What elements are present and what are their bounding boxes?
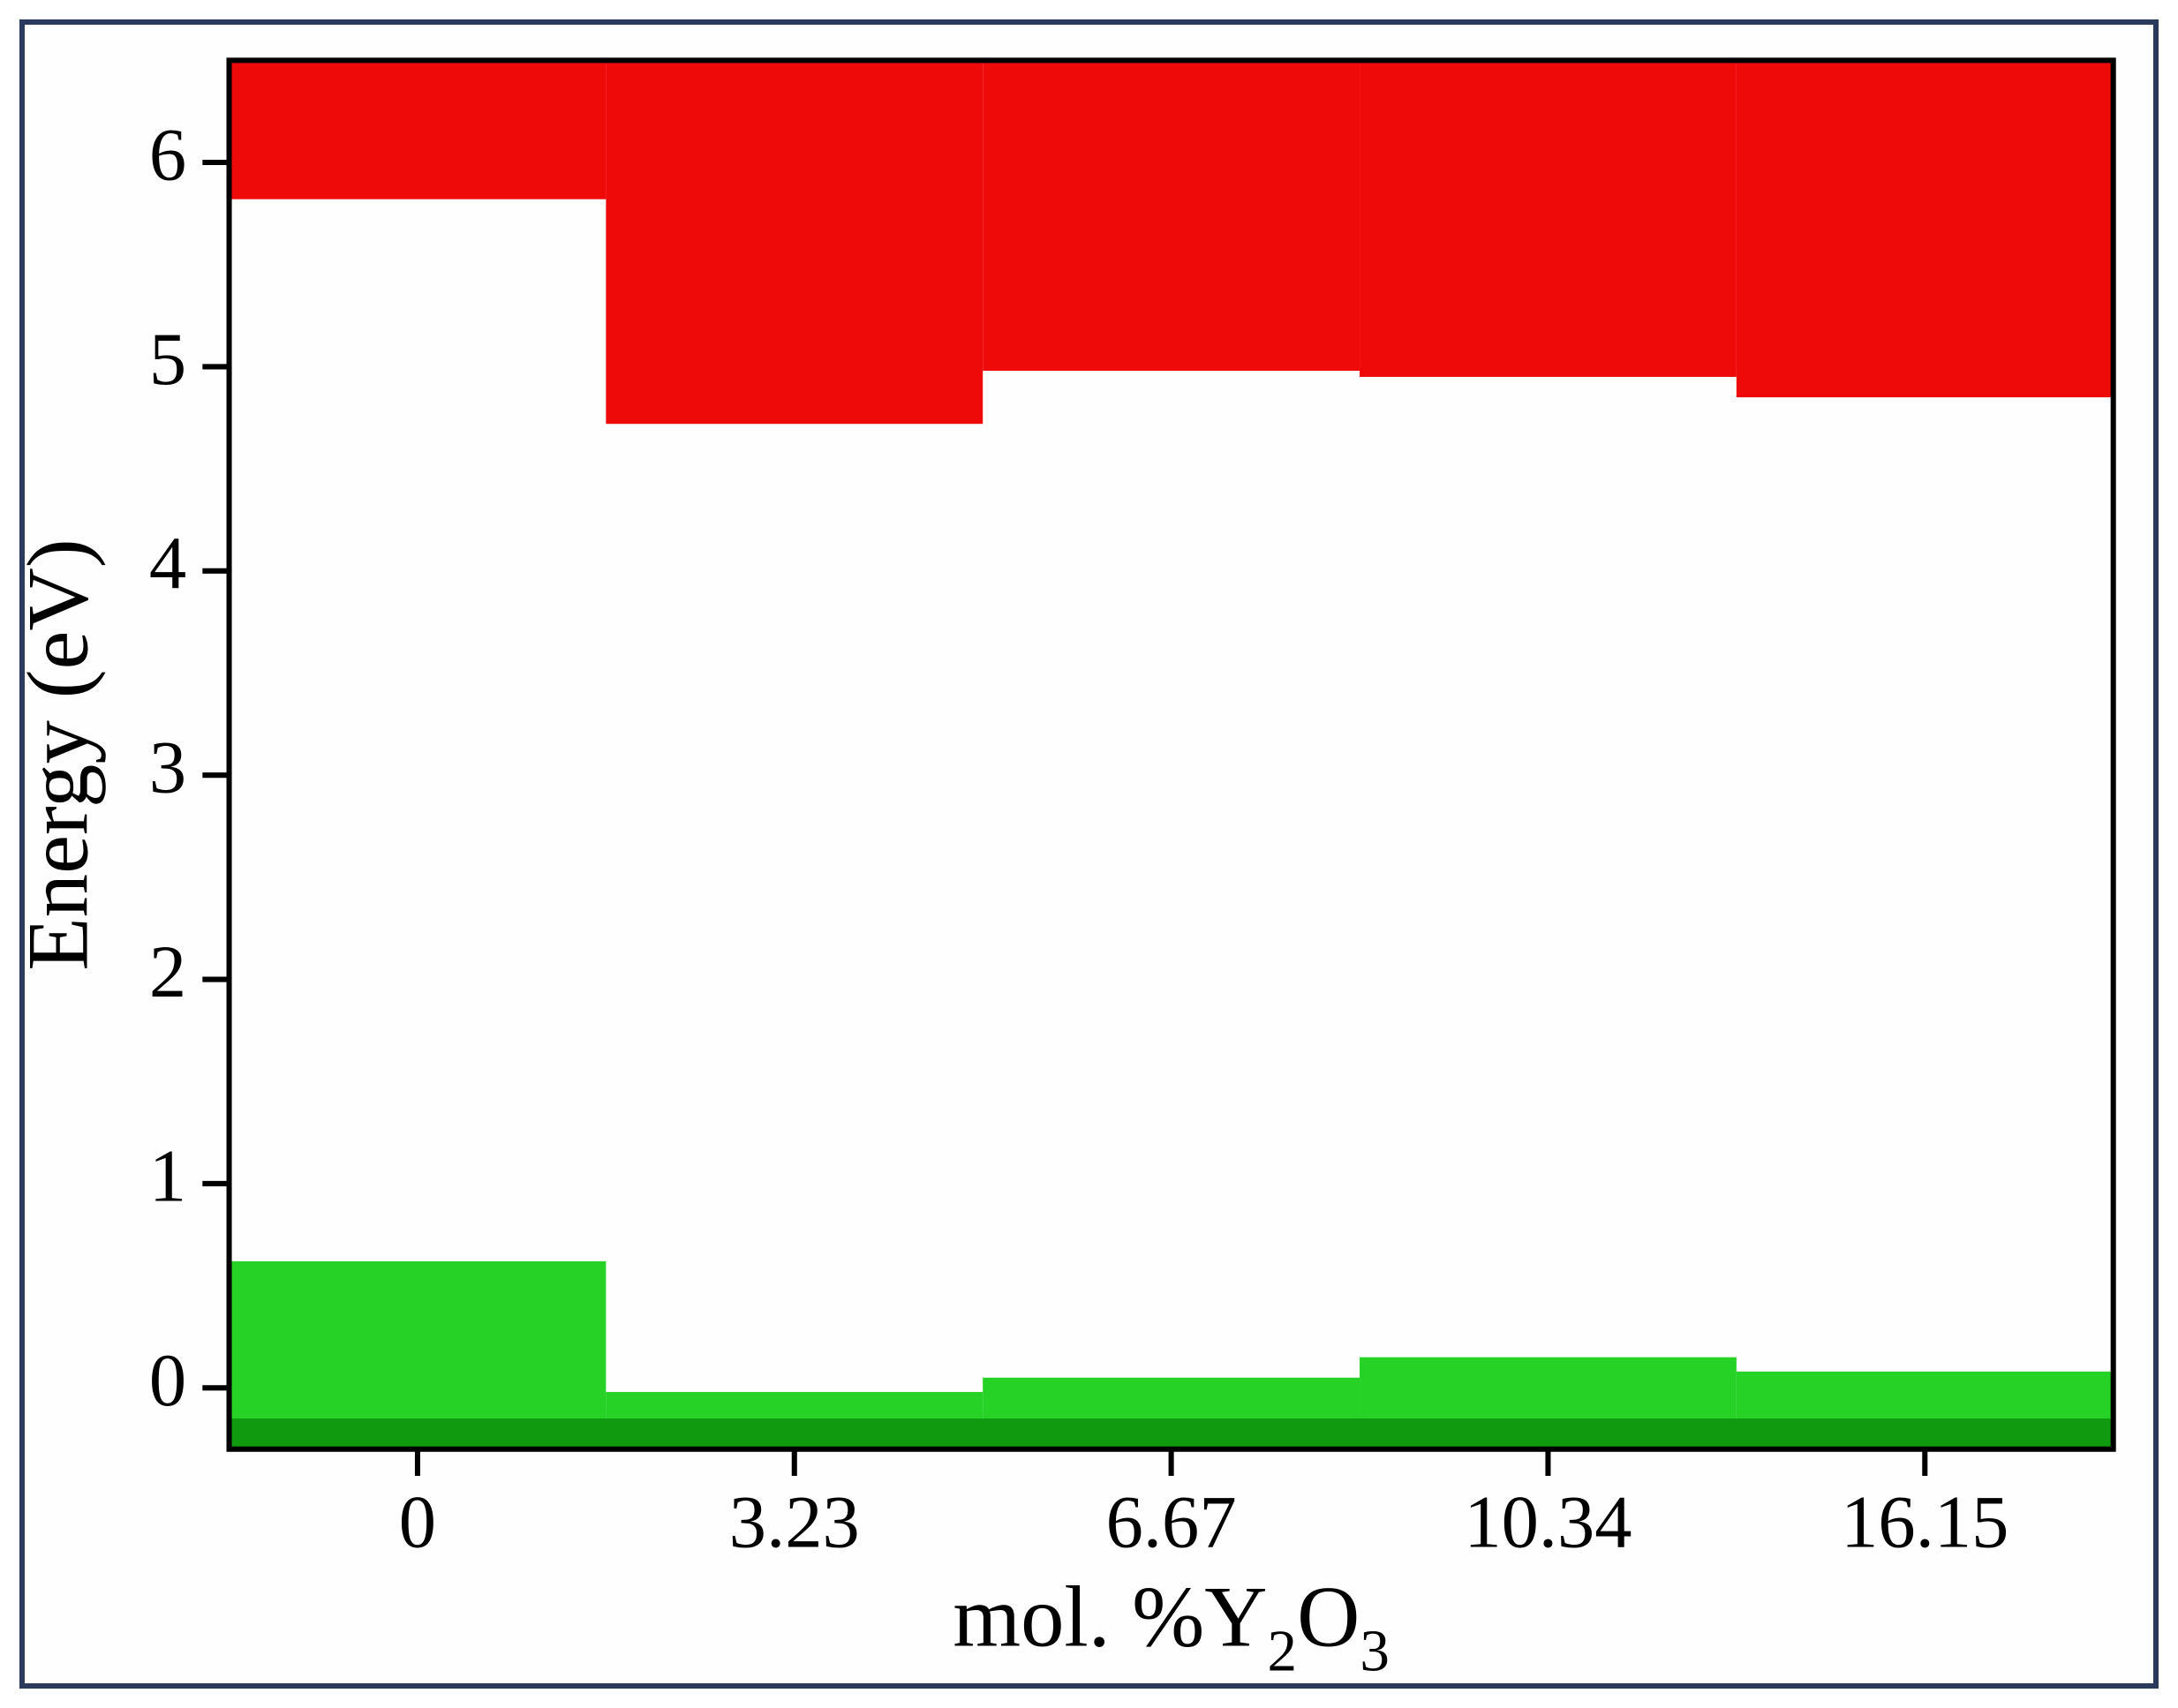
y-axis-label: Energy (eV): [25, 538, 106, 970]
xtick-label: 10.34: [1464, 1481, 1632, 1563]
xtick-label: 3.23: [729, 1481, 860, 1563]
ytick-label: 1: [149, 1135, 186, 1217]
ytick-label: 4: [149, 523, 186, 605]
chart-frame: 0 1 2 3 4 5 6 0 3.23 6.67 10.34 16.15 Energy (eV) mol…: [19, 19, 2159, 1689]
ytick-label: 2: [149, 931, 186, 1013]
x-axis-label: mol. %Y2O3: [953, 1569, 1389, 1683]
ytick-label: 0: [149, 1340, 186, 1422]
ytick-label: 3: [149, 727, 186, 809]
xtick-label: 6.67: [1106, 1481, 1237, 1563]
ytick-label: 5: [149, 319, 186, 401]
bandgap-chart: 0 1 2 3 4 5 6 0 3.23 6.67 10.34 16.15 Energy (eV) mol…: [25, 25, 2153, 1683]
ytick-label: 6: [149, 114, 186, 196]
xtick-label: 0: [399, 1481, 436, 1563]
xtick-label: 16.15: [1841, 1481, 2008, 1563]
